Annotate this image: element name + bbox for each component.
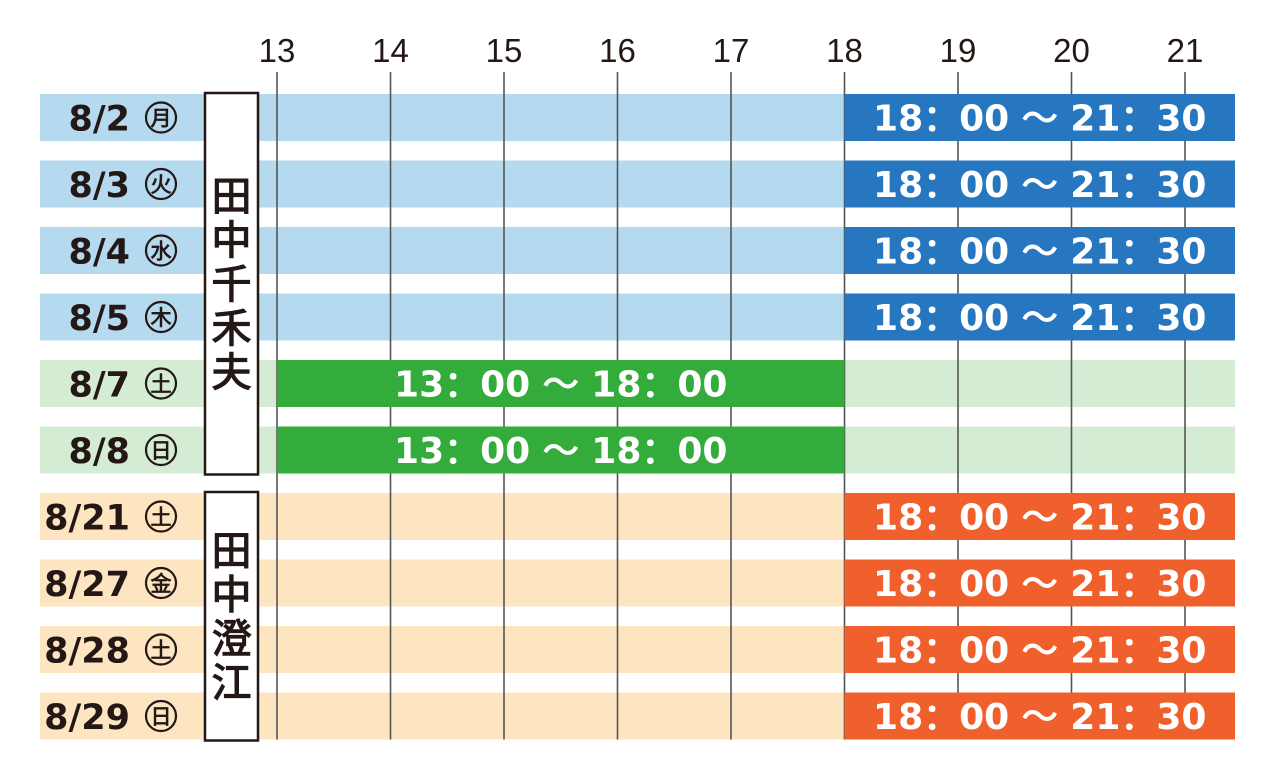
bar-label: 13：00 ～ 18：00 (394, 365, 727, 406)
day-circle (144, 433, 178, 467)
speaker-name: 田中千禾夫 (212, 174, 253, 396)
bar-label: 18：00 ～ 21：30 (873, 631, 1206, 672)
day-label: 日 (151, 439, 172, 463)
bar-label: 18：00 ～ 21：30 (873, 165, 1206, 206)
date-label: 8/29 (44, 698, 130, 738)
x-tick-label: 16 (599, 32, 636, 69)
date-label: 8/3 (69, 166, 131, 206)
day-label: 木 (150, 306, 173, 330)
date-label: 8/28 (44, 632, 130, 672)
time-bar (844, 293, 1235, 341)
x-tick-label: 19 (940, 32, 977, 69)
date-label: 8/21 (44, 499, 130, 539)
bar-label: 18：00 ～ 21：30 (873, 697, 1206, 738)
day-circle (144, 500, 178, 533)
bar-label: 18：00 ～ 21：30 (873, 232, 1206, 273)
day-label: 土 (151, 639, 172, 663)
bar-label: 18：00 ～ 21：30 (873, 564, 1206, 605)
date-label: 8/2 (69, 100, 131, 140)
day-circle (144, 101, 178, 134)
speaker-name: 田中澄江 (212, 528, 253, 706)
day-label: 日 (151, 705, 172, 729)
x-tick-label: 18 (826, 32, 863, 69)
time-bar (844, 160, 1235, 208)
date-labels: 8/2 月 8/3 火 8/4 水 8/5 木 8/7 土 8/8 日 8/21 土 8/27 金 8/28 土 8… (44, 100, 178, 738)
x-axis-ticks: 13 14 15 16 17 18 19 20 21 (259, 32, 1204, 69)
day-label: 金 (150, 572, 173, 596)
day-label: 土 (151, 506, 172, 530)
day-circle (144, 300, 178, 334)
time-bars: 18：00 ～ 21：30 18：00 ～ 21：30 18：00 ～ 21：30 1… (277, 94, 1235, 740)
time-bar (844, 559, 1235, 607)
day-circle (144, 699, 178, 733)
time-bar (844, 227, 1235, 274)
day-label: 水 (151, 240, 173, 264)
day-circle (144, 167, 178, 201)
time-bar (844, 493, 1235, 540)
bar-label: 18：00 ～ 21：30 (873, 498, 1206, 539)
day-label: 土 (151, 373, 172, 397)
day-circle (144, 367, 178, 400)
date-label: 8/8 (69, 432, 131, 472)
time-bar (277, 426, 845, 474)
day-label: 火 (151, 173, 172, 197)
time-bar (277, 360, 845, 407)
speaker-name-box (203, 91, 260, 476)
speaker-name-box (203, 490, 260, 742)
x-tick-label: 20 (1053, 32, 1090, 69)
date-label: 8/5 (69, 299, 131, 339)
day-circle (144, 633, 178, 666)
date-label: 8/4 (69, 233, 131, 273)
day-circle (144, 566, 178, 600)
bar-label: 13：00 ～ 18：00 (394, 431, 727, 472)
day-circle (144, 234, 178, 267)
day-label: 月 (150, 107, 172, 131)
date-label: 8/27 (44, 565, 130, 605)
x-tick-label: 21 (1167, 32, 1204, 69)
time-bar (844, 626, 1235, 673)
time-bar (844, 692, 1235, 740)
date-label: 8/7 (69, 366, 131, 406)
x-tick-label: 15 (486, 32, 523, 69)
bar-label: 18：00 ～ 21：30 (873, 298, 1206, 339)
bar-label: 18：00 ～ 21：30 (873, 99, 1206, 140)
time-bar (844, 94, 1235, 141)
x-tick-label: 17 (713, 32, 750, 69)
x-tick-label: 14 (372, 32, 409, 69)
x-tick-label: 13 (259, 32, 296, 69)
